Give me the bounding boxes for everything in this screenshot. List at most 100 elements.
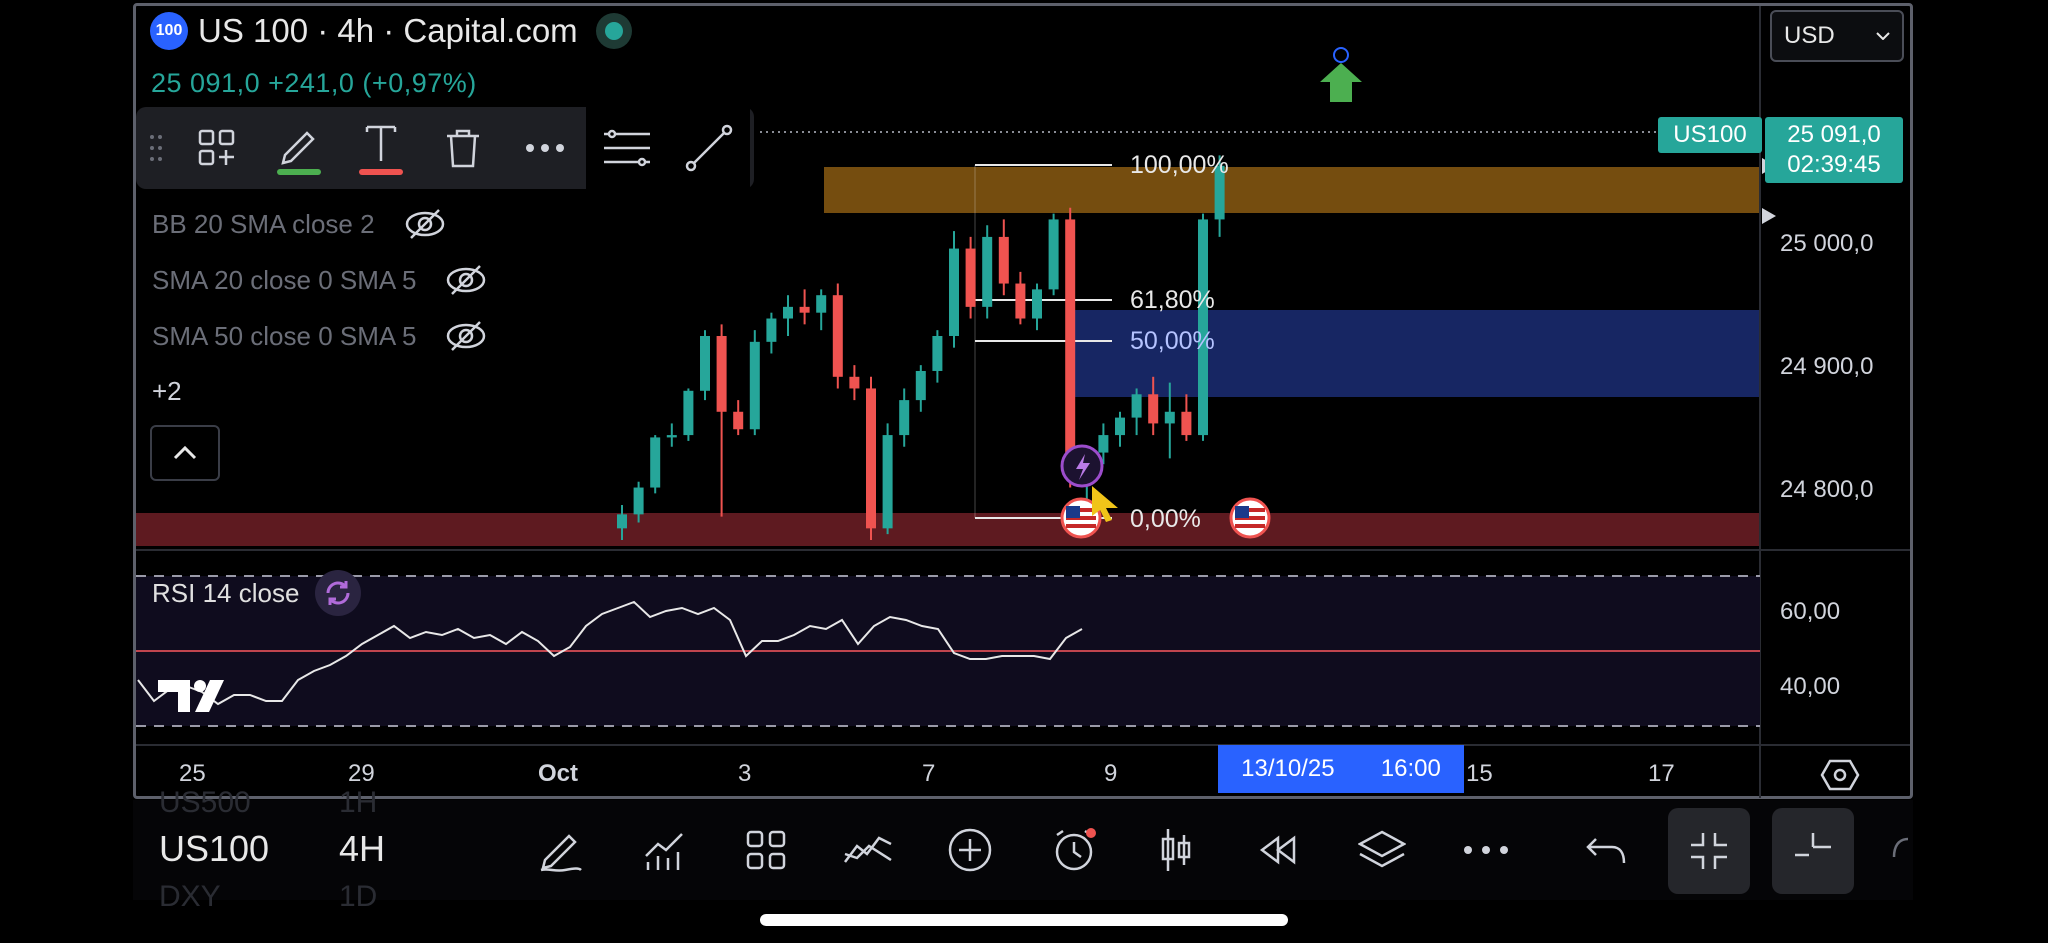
candle[interactable] — [1032, 289, 1042, 319]
candle[interactable] — [998, 236, 1009, 284]
exit-fullscreen-button[interactable] — [1668, 808, 1750, 894]
fib-retracement-icon[interactable] — [586, 107, 668, 189]
candle[interactable] — [1214, 165, 1225, 220]
candle[interactable] — [965, 248, 976, 307]
candle[interactable] — [949, 248, 959, 336]
collapse-legend-button[interactable] — [150, 425, 220, 481]
add-icon[interactable] — [940, 820, 1000, 880]
candle[interactable] — [633, 487, 644, 515]
candle[interactable] — [683, 390, 694, 436]
currency-select[interactable]: USD — [1770, 10, 1904, 62]
symbol-picker[interactable]: US100 — [159, 828, 270, 869]
hidden-eye-icon[interactable] — [405, 208, 445, 240]
candle-type-icon[interactable] — [1146, 820, 1206, 880]
candle[interactable] — [700, 336, 710, 391]
drag-handle-icon[interactable] — [136, 107, 176, 189]
chevron-down-icon — [1876, 32, 1890, 40]
candle[interactable] — [1164, 411, 1175, 424]
up-arrow-icon[interactable] — [1320, 47, 1362, 102]
chart-title[interactable]: US 100 · 4h · Capital.com — [198, 12, 578, 49]
candle[interactable] — [733, 411, 744, 430]
indicator-label: SMA 20 close 0 SMA 5 — [152, 264, 417, 295]
compare-icon[interactable] — [838, 820, 898, 880]
candle[interactable] — [1065, 219, 1076, 476]
support-zone — [136, 513, 1760, 546]
price-tick: 25 000,0 — [1780, 230, 1874, 257]
more-options-icon[interactable] — [504, 107, 586, 189]
candle[interactable] — [849, 376, 860, 389]
drawing-toolbar — [136, 107, 754, 189]
chart-header[interactable]: 100 US 100 · 4h · Capital.com — [150, 12, 632, 50]
candle[interactable] — [915, 370, 926, 401]
supply-zone — [824, 167, 1760, 213]
price-tick: 24 900,0 — [1780, 353, 1874, 380]
hidden-eye-icon[interactable] — [446, 264, 486, 296]
timeframe-picker[interactable]: 4H — [339, 828, 386, 869]
indicators-icon[interactable] — [634, 820, 694, 880]
chart-settings-icon[interactable] — [1820, 758, 1860, 792]
candle[interactable] — [766, 318, 777, 342]
flag-event-icon[interactable] — [1060, 497, 1102, 539]
price-tick: 24 800,0 — [1780, 476, 1874, 503]
flag-event-icon-2[interactable] — [1229, 497, 1271, 539]
candle[interactable] — [1198, 219, 1208, 436]
crosshair-icon — [1795, 833, 1831, 857]
candle[interactable] — [899, 400, 910, 436]
candle[interactable] — [1048, 219, 1059, 290]
time-tick: 29 — [348, 760, 375, 787]
indicator-label: BB 20 SMA close 2 — [152, 208, 375, 239]
crosshair-button[interactable] — [1772, 808, 1854, 894]
candle[interactable] — [1115, 417, 1125, 436]
candle[interactable] — [832, 295, 843, 377]
time-tick: 7 — [922, 760, 936, 787]
candle[interactable] — [716, 336, 727, 412]
candle[interactable] — [650, 437, 661, 488]
candle[interactable] — [932, 336, 943, 371]
undo-icon[interactable] — [1576, 820, 1636, 880]
candle[interactable] — [666, 435, 677, 438]
alert-clock-icon[interactable] — [1044, 820, 1104, 880]
layout-grid-icon[interactable] — [736, 820, 796, 880]
lightning-event-icon[interactable] — [1060, 444, 1104, 488]
minimize-icon — [1691, 833, 1727, 869]
refresh-icon[interactable] — [315, 570, 362, 616]
candle[interactable] — [799, 306, 810, 313]
candle[interactable] — [982, 236, 993, 307]
indicator-bb[interactable]: BB 20 SMA close 2 — [152, 208, 445, 240]
crosshair-date: 13/10/25 — [1241, 755, 1335, 782]
drawing-tools-icon[interactable] — [531, 820, 591, 880]
text-color-icon[interactable] — [340, 107, 422, 189]
fib-label-100: 100,00% — [1130, 151, 1229, 179]
candle[interactable] — [617, 514, 627, 529]
candle[interactable] — [1131, 394, 1142, 418]
chevron-up-icon — [173, 446, 197, 460]
last-price-tag: 25 091,0 02:39:45 — [1765, 117, 1903, 183]
hidden-eye-icon[interactable] — [446, 320, 486, 352]
layers-icon[interactable] — [1352, 820, 1412, 880]
trash-icon[interactable] — [422, 107, 504, 189]
line-color-pencil-icon[interactable] — [258, 107, 340, 189]
candle[interactable] — [882, 435, 893, 529]
rsi-tick: 40,00 — [1780, 673, 1841, 700]
price-quote: 25 091,0 +241,0 (+0,97%) — [151, 68, 477, 98]
candle[interactable] — [1098, 435, 1109, 453]
trend-line-icon[interactable] — [668, 107, 750, 189]
price-triangle-icon — [1762, 208, 1776, 224]
candle[interactable] — [749, 341, 760, 430]
timeframe-wheel-next: 1D — [339, 880, 378, 913]
candle[interactable] — [783, 306, 793, 319]
more-indicators-count[interactable]: +2 — [152, 376, 182, 406]
replay-icon[interactable] — [1248, 820, 1308, 880]
candle[interactable] — [1181, 411, 1192, 436]
symbol-wheel-prev: US500 — [159, 786, 251, 819]
candle[interactable] — [866, 388, 876, 529]
more-icon[interactable] — [1456, 820, 1516, 880]
indicator-sma20[interactable]: SMA 20 close 0 SMA 5 — [152, 264, 486, 296]
candle[interactable] — [1148, 394, 1159, 424]
candle[interactable] — [1015, 283, 1026, 319]
add-to-favorites-icon[interactable] — [176, 107, 258, 189]
rsi-legend[interactable]: RSI 14 close — [152, 570, 362, 616]
indicator-sma50[interactable]: SMA 50 close 0 SMA 5 — [152, 320, 486, 352]
candle[interactable] — [816, 295, 827, 313]
